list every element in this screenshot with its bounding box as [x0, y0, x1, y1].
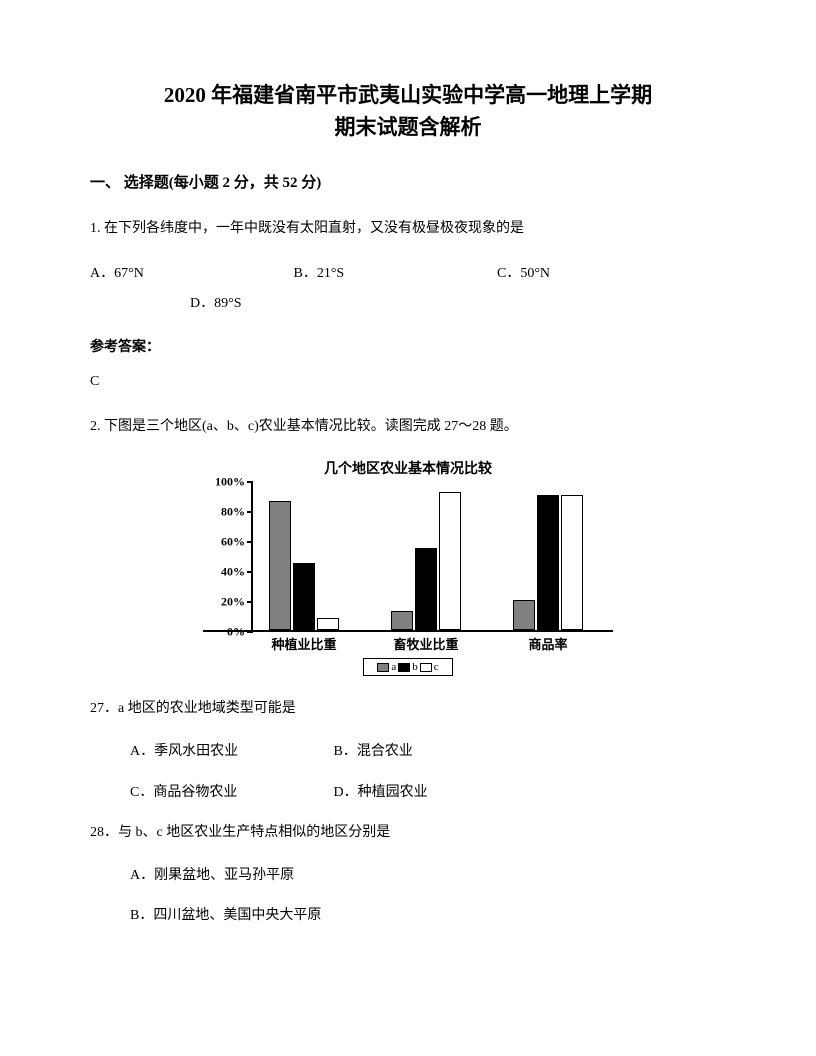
- bar-group: [391, 492, 461, 630]
- y-tick-label: 80%: [221, 505, 245, 520]
- bar-group: [513, 495, 583, 630]
- page-title: 2020 年福建省南平市武夷山实验中学高一地理上学期 期末试题含解析: [90, 80, 726, 143]
- q27-text: 27．a 地区的农业地域类型可能是: [90, 696, 726, 723]
- y-tick-label: 100%: [215, 475, 245, 490]
- legend-label: c: [434, 661, 439, 673]
- q1-option-a: A．67°N: [90, 261, 290, 288]
- y-tick-label: 0%: [227, 625, 245, 640]
- x-axis-labels: 种植业比重 畜牧业比重 商品率: [253, 632, 613, 652]
- legend-swatch: [398, 663, 410, 672]
- q1-option-d: D．89°S: [190, 291, 726, 318]
- bar: [293, 563, 315, 631]
- title-line-1: 2020 年福建省南平市武夷山实验中学高一地理上学期: [90, 80, 726, 112]
- q27-option-a: A．季风水田农业: [130, 739, 330, 766]
- legend-label: b: [412, 661, 418, 673]
- q27-option-b: B．混合农业: [334, 739, 534, 766]
- bar: [391, 611, 413, 631]
- answer-label: 参考答案：: [90, 336, 726, 356]
- agriculture-chart: 几个地区农业基本情况比较 0% 20% 40% 60% 80% 100% 种植业比重 畜牧业…: [203, 458, 613, 676]
- q28-text: 28．与 b、c 地区农业生产特点相似的地区分别是: [90, 820, 726, 847]
- y-tick-label: 40%: [221, 565, 245, 580]
- bar-group: [269, 501, 339, 630]
- q27-option-c: C．商品谷物农业: [130, 780, 330, 807]
- bar: [513, 600, 535, 630]
- bar: [317, 618, 339, 630]
- q1-answer: C: [90, 374, 726, 390]
- q1-text: 1. 在下列各纬度中，一年中既没有太阳直射，又没有极昼极夜现象的是: [90, 216, 726, 243]
- y-tick-label: 20%: [221, 595, 245, 610]
- q1-option-c: C．50°N: [497, 261, 617, 288]
- section-heading: 一、 选择题(每小题 2 分，共 52 分): [90, 171, 726, 192]
- legend-swatch: [420, 663, 432, 672]
- q1-options: A．67°N B．21°S C．50°N D．89°S: [90, 261, 726, 318]
- q27-options-row2: C．商品谷物农业 D．种植园农业: [130, 780, 726, 807]
- q1-option-b: B．21°S: [294, 261, 494, 288]
- chart-title: 几个地区农业基本情况比较: [203, 458, 613, 478]
- x-axis-label: 种植业比重: [271, 634, 336, 653]
- bar: [269, 501, 291, 630]
- x-axis-label: 畜牧业比重: [393, 634, 458, 653]
- chart-plot-area: 0%20%40%60%80%100%: [203, 482, 613, 632]
- legend-swatch: [377, 663, 389, 672]
- bar: [537, 495, 559, 630]
- q27-option-d: D．种植园农业: [334, 780, 534, 807]
- q28-option-b: B．四川盆地、美国中央大平原: [130, 903, 726, 930]
- q27-options-row1: A．季风水田农业 B．混合农业: [130, 739, 726, 766]
- legend-label: a: [391, 661, 396, 673]
- y-axis: 0%20%40%60%80%100%: [203, 482, 251, 630]
- y-tick-label: 60%: [221, 535, 245, 550]
- q2-text: 2. 下图是三个地区(a、b、c)农业基本情况比较。读图完成 27～28 题。: [90, 414, 726, 441]
- plot: [253, 482, 613, 630]
- bar: [439, 492, 461, 630]
- q28-option-a: A．刚果盆地、亚马孙平原: [130, 863, 726, 890]
- title-line-2: 期末试题含解析: [90, 112, 726, 144]
- bar: [415, 548, 437, 631]
- bar: [561, 495, 583, 630]
- x-axis-label: 商品率: [528, 634, 567, 653]
- chart-legend: a b c: [363, 658, 453, 676]
